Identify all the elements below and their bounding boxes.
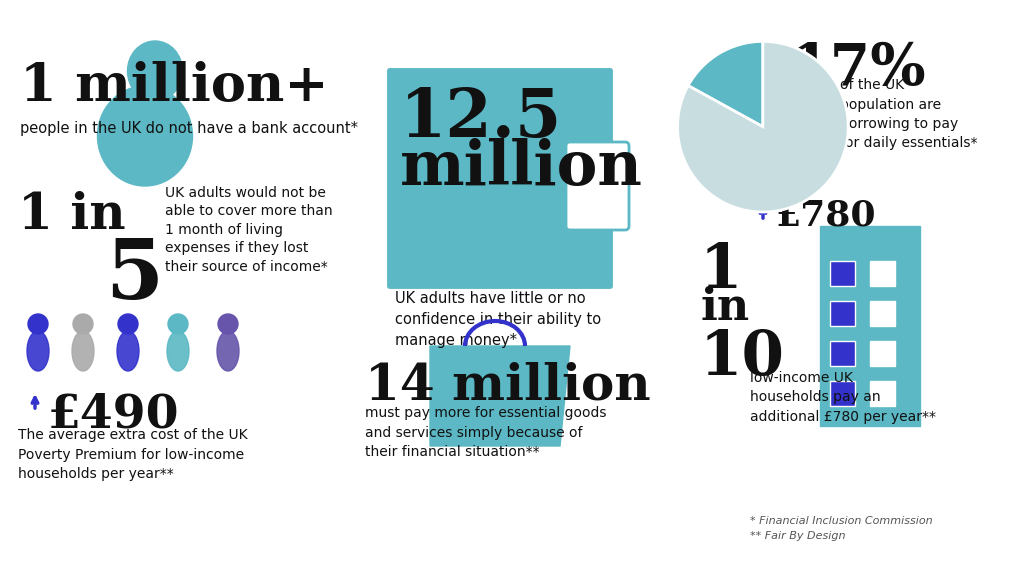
FancyBboxPatch shape xyxy=(830,261,855,286)
Ellipse shape xyxy=(117,331,139,371)
Text: 1 in: 1 in xyxy=(18,191,126,240)
Ellipse shape xyxy=(167,331,189,371)
Text: must pay more for essential goods
and services simply because of
their financial: must pay more for essential goods and se… xyxy=(365,406,606,459)
FancyBboxPatch shape xyxy=(566,142,629,230)
Text: 12.5: 12.5 xyxy=(400,86,562,151)
FancyBboxPatch shape xyxy=(870,341,895,366)
FancyBboxPatch shape xyxy=(870,261,895,286)
FancyBboxPatch shape xyxy=(830,381,855,406)
Text: low-income UK
households pay an
additional £780 per year**: low-income UK households pay an addition… xyxy=(750,371,936,424)
Ellipse shape xyxy=(128,41,182,101)
FancyBboxPatch shape xyxy=(820,226,920,426)
Text: UK adults would not be
able to cover more than
1 month of living
expenses if the: UK adults would not be able to cover mor… xyxy=(165,186,333,274)
Text: £780: £780 xyxy=(775,198,876,232)
Text: 14 million: 14 million xyxy=(365,361,650,410)
Circle shape xyxy=(118,314,138,334)
FancyBboxPatch shape xyxy=(830,301,855,326)
Wedge shape xyxy=(678,41,848,212)
Circle shape xyxy=(168,314,188,334)
Text: 1 million+: 1 million+ xyxy=(20,60,329,112)
Text: The average extra cost of the UK
Poverty Premium for low-income
households per y: The average extra cost of the UK Poverty… xyxy=(18,428,248,481)
Polygon shape xyxy=(430,346,570,446)
Wedge shape xyxy=(688,41,763,127)
Text: 17%: 17% xyxy=(790,41,927,97)
Circle shape xyxy=(73,314,93,334)
Text: 5: 5 xyxy=(105,236,163,316)
Ellipse shape xyxy=(72,331,94,371)
Ellipse shape xyxy=(97,86,193,186)
Ellipse shape xyxy=(217,331,239,371)
Text: * Financial Inclusion Commission
** Fair By Design: * Financial Inclusion Commission ** Fair… xyxy=(750,516,933,541)
Text: people in the UK do not have a bank account*: people in the UK do not have a bank acco… xyxy=(20,121,358,136)
FancyBboxPatch shape xyxy=(870,381,895,406)
Circle shape xyxy=(218,314,238,334)
FancyBboxPatch shape xyxy=(830,341,855,366)
Circle shape xyxy=(28,314,48,334)
Ellipse shape xyxy=(27,331,49,371)
Text: 1: 1 xyxy=(700,241,742,301)
Text: 10: 10 xyxy=(700,328,785,388)
FancyBboxPatch shape xyxy=(870,301,895,326)
Text: million: million xyxy=(400,138,643,198)
Text: UK adults have little or no
confidence in their ability to
manage money*: UK adults have little or no confidence i… xyxy=(395,291,601,348)
Text: of the UK
population are
borrowing to pay
for daily essentials*: of the UK population are borrowing to pa… xyxy=(840,78,978,150)
FancyBboxPatch shape xyxy=(385,66,615,291)
Text: £490: £490 xyxy=(48,391,179,437)
Text: in: in xyxy=(700,286,750,329)
